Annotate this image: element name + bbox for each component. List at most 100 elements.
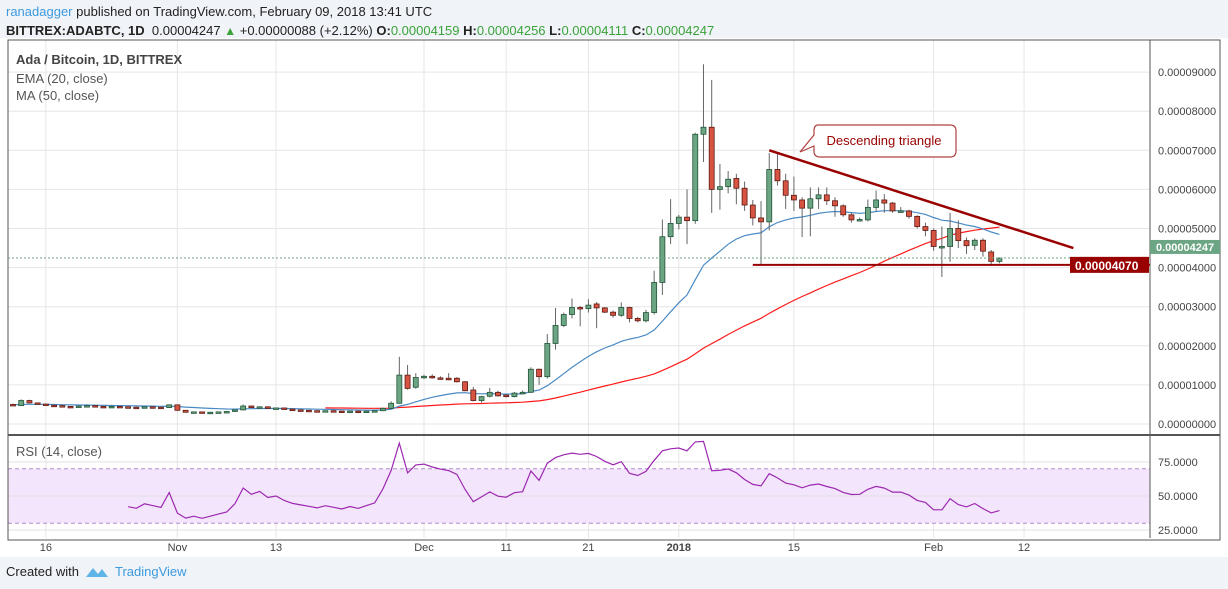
candle-body [26, 400, 33, 404]
candle-body [240, 405, 247, 411]
candle [158, 406, 164, 410]
candle [626, 306, 633, 323]
candle-body [149, 406, 156, 409]
candle-body [84, 405, 90, 408]
candle [971, 238, 978, 251]
date-tick-label: Dec [414, 542, 434, 554]
candle-body [881, 199, 888, 204]
symbol: BITTREX:ADABTC, 1D [6, 23, 145, 38]
candle-body [322, 410, 329, 413]
candle [495, 390, 501, 397]
candle-body [906, 210, 912, 217]
price-tick-label: 0.00008000 [1158, 106, 1216, 118]
price-tick-label: 0.00006000 [1158, 184, 1216, 196]
candle-body [733, 178, 740, 189]
candle [782, 173, 789, 209]
candle-body [544, 343, 551, 378]
candle [873, 190, 879, 211]
publish-info: ranadagger published on TradingView.com,… [6, 4, 432, 19]
candle [330, 410, 337, 413]
price-tick-label: 0.00000000 [1158, 419, 1216, 431]
candle [807, 187, 814, 237]
candle [840, 204, 847, 217]
candle-body [215, 411, 222, 414]
descending-trendline [768, 149, 1074, 250]
candle-body [166, 404, 173, 408]
candle [889, 201, 896, 213]
price-tick-label: 0.00007000 [1158, 145, 1216, 157]
candle-body [338, 410, 345, 413]
candle [256, 406, 263, 409]
candle [486, 388, 493, 398]
candle [396, 356, 403, 404]
candle [248, 405, 255, 408]
candle-body [692, 133, 699, 222]
candle [42, 403, 49, 406]
candle-body [741, 187, 748, 206]
candle [733, 173, 740, 205]
candle-body [963, 240, 970, 247]
candle-body [807, 198, 814, 209]
candle [34, 402, 41, 405]
last-price-label: 0.00004247 [1156, 242, 1214, 254]
candle-body [207, 411, 214, 415]
candle-body [116, 406, 123, 409]
candle [306, 409, 312, 413]
callout-box [799, 124, 957, 158]
rsi-tick-label: 75.0000 [1158, 457, 1198, 469]
candle [897, 206, 904, 213]
candle-body [643, 312, 649, 322]
footer-gap [0, 557, 1228, 560]
date-tick-label: Nov [168, 542, 188, 554]
candle [651, 270, 658, 315]
candle [881, 194, 888, 213]
author-link[interactable]: ranadagger [6, 4, 73, 19]
price-tick-label: 0.00001000 [1158, 380, 1216, 392]
candle [914, 215, 921, 229]
price-tick-label: 0.00005000 [1158, 224, 1216, 236]
candle-body [511, 392, 518, 398]
candle [404, 364, 411, 390]
callout-text: Descending triangle [827, 133, 942, 148]
candle-body [347, 410, 353, 413]
candle-body [18, 400, 25, 407]
candle [536, 368, 542, 385]
candle [223, 411, 230, 414]
close-label: C: [631, 23, 646, 38]
candle-body [626, 307, 633, 319]
candle [667, 199, 674, 245]
candle [100, 406, 107, 409]
candle-body [758, 217, 764, 223]
candle-body [840, 205, 847, 216]
candle-body [667, 223, 674, 238]
open-value: 0.00004159 [390, 23, 460, 38]
candle [388, 401, 395, 409]
candle-body [256, 406, 263, 409]
date-tick-label: 16 [40, 542, 52, 554]
open-label: O: [376, 23, 391, 38]
candle-body [996, 257, 1003, 262]
candle-body [799, 199, 806, 209]
candle [758, 201, 764, 265]
candle [823, 187, 830, 206]
candle [92, 405, 99, 408]
candle [791, 176, 797, 211]
candle [207, 411, 214, 415]
candle-body [306, 409, 312, 413]
candle-body [174, 404, 181, 411]
candle [338, 410, 345, 413]
candle [766, 153, 773, 231]
candle-body [495, 391, 501, 397]
candle-body [938, 246, 945, 249]
candle [922, 222, 929, 237]
tradingview-link[interactable]: TradingView [114, 564, 187, 579]
candle-body [379, 407, 386, 412]
candle [856, 217, 863, 222]
candle-body [314, 410, 321, 413]
candle-body [930, 230, 937, 247]
candle-body [470, 389, 477, 401]
candle [815, 187, 822, 209]
candle [610, 310, 616, 318]
candle [585, 299, 592, 313]
price-chart[interactable]: 0.00009000 0.00008000 0.00007000 0.00006000… [0, 0, 1228, 560]
